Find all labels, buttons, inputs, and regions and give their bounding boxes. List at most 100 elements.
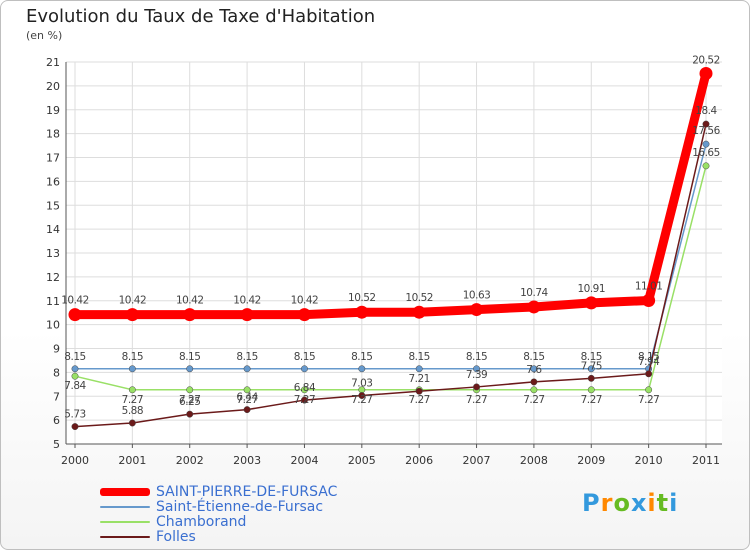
data-label: 11.01 — [635, 281, 663, 293]
data-point — [183, 308, 197, 322]
data-point — [125, 308, 139, 322]
data-point — [301, 365, 308, 373]
data-point — [301, 396, 308, 404]
data-label: 8.15 — [122, 351, 143, 363]
logo-letter: o — [613, 489, 631, 517]
legend-swatch-chamborand — [100, 520, 150, 523]
data-label: 8.15 — [408, 351, 429, 363]
proxiti-logo: Proxiti — [582, 489, 678, 517]
data-label: 7.6 — [526, 364, 542, 376]
chart-title: Evolution du Taux de Taxe d'Habitation — [26, 6, 376, 27]
data-point — [128, 419, 136, 427]
x-tick-label: 2008 — [520, 454, 548, 467]
series-line — [74, 123, 707, 428]
data-label: 7.21 — [408, 373, 429, 385]
x-tick-label: 2000 — [61, 454, 89, 467]
y-tick-label: 14 — [46, 223, 60, 236]
data-label: 17.56 — [692, 125, 720, 137]
data-label: 8.15 — [581, 351, 602, 363]
legend: SAINT-PIERRE-DE-FURSAC Saint-Étienne-de-… — [100, 483, 338, 545]
y-tick-label: 7 — [53, 390, 60, 403]
data-point — [702, 120, 710, 128]
legend-item-folles: Folles — [100, 528, 337, 545]
legend-swatch-saint-pierre — [100, 487, 150, 496]
legend-label-saint-pierre: SAINT-PIERRE-DE-FURSAC — [156, 483, 338, 500]
data-label: 7.03 — [351, 378, 372, 390]
data-point — [128, 386, 136, 394]
data-label: 10.52 — [348, 292, 376, 304]
data-label: 7.27 — [179, 394, 200, 406]
logo-letter: P — [582, 489, 601, 517]
y-tick-label: 19 — [46, 104, 60, 117]
data-label: 7.84 — [64, 380, 86, 392]
data-label: 8.15 — [294, 351, 315, 363]
data-point — [240, 308, 254, 322]
data-point — [587, 365, 595, 373]
data-point — [68, 308, 82, 322]
data-label: 7.39 — [466, 369, 487, 381]
data-label: 8.15 — [523, 351, 544, 363]
legend-label-folles: Folles — [156, 528, 196, 545]
data-point — [587, 374, 595, 382]
x-tick-label: 2010 — [635, 454, 663, 467]
data-point — [412, 305, 426, 319]
data-label: 10.52 — [405, 292, 433, 304]
legend-item-chamborand: Chamborand — [100, 514, 337, 530]
y-tick-label: 15 — [46, 199, 60, 212]
data-label: 16.65 — [692, 147, 720, 159]
data-point — [186, 410, 194, 418]
y-tick-label: 5 — [53, 438, 60, 451]
data-point — [642, 294, 656, 308]
data-point — [699, 66, 713, 80]
data-label: 8.15 — [236, 351, 257, 363]
data-label: 7.27 — [523, 394, 544, 406]
x-tick-label: 2006 — [405, 454, 433, 467]
data-label: 7.27 — [638, 394, 659, 406]
data-label: 6.25 — [179, 396, 200, 408]
data-label: 20.52 — [692, 54, 720, 66]
data-label: 6.44 — [236, 392, 258, 404]
data-label: 10.42 — [233, 295, 261, 307]
data-point — [243, 406, 251, 414]
data-point — [297, 308, 311, 322]
data-point — [584, 296, 598, 310]
data-label: 8.15 — [466, 351, 487, 363]
y-tick-label: 6 — [53, 414, 60, 427]
data-label: 18.4 — [695, 105, 717, 117]
series-line — [74, 143, 707, 370]
data-label: 7.27 — [294, 394, 315, 406]
data-point — [530, 386, 538, 394]
data-point — [702, 162, 710, 170]
y-tick-label: 17 — [46, 152, 60, 165]
data-point — [71, 365, 79, 373]
legend-item-saint-pierre: SAINT-PIERRE-DE-FURSAC — [100, 483, 338, 500]
data-point — [527, 300, 541, 314]
y-tick-label: 16 — [46, 175, 60, 188]
data-point — [530, 378, 538, 386]
logo-letter: t — [656, 489, 670, 517]
data-point — [358, 392, 366, 399]
data-point — [530, 365, 538, 373]
data-label: 6.84 — [294, 382, 316, 394]
data-point — [473, 365, 480, 373]
data-label: 8.15 — [64, 351, 85, 363]
logo-letter: i — [669, 489, 679, 517]
x-tick-label: 2005 — [348, 454, 376, 467]
x-tick-label: 2002 — [176, 454, 204, 467]
data-label: 10.42 — [291, 295, 319, 307]
data-point — [243, 365, 251, 373]
x-tick-label: 2001 — [118, 454, 146, 467]
data-label: 7.27 — [581, 394, 602, 406]
y-tick-label: 13 — [46, 247, 60, 260]
legend-label-saint-etienne: Saint-Étienne-de-Fursac — [156, 498, 324, 515]
data-point — [358, 365, 366, 373]
data-point — [473, 383, 480, 391]
x-tick-label: 2007 — [463, 454, 491, 467]
data-point — [587, 386, 595, 394]
y-tick-label: 10 — [46, 319, 60, 332]
data-label: 5.88 — [122, 405, 143, 417]
y-tick-label: 11 — [46, 295, 60, 308]
series-line — [70, 68, 711, 320]
data-point — [243, 386, 251, 394]
data-point — [645, 370, 653, 378]
